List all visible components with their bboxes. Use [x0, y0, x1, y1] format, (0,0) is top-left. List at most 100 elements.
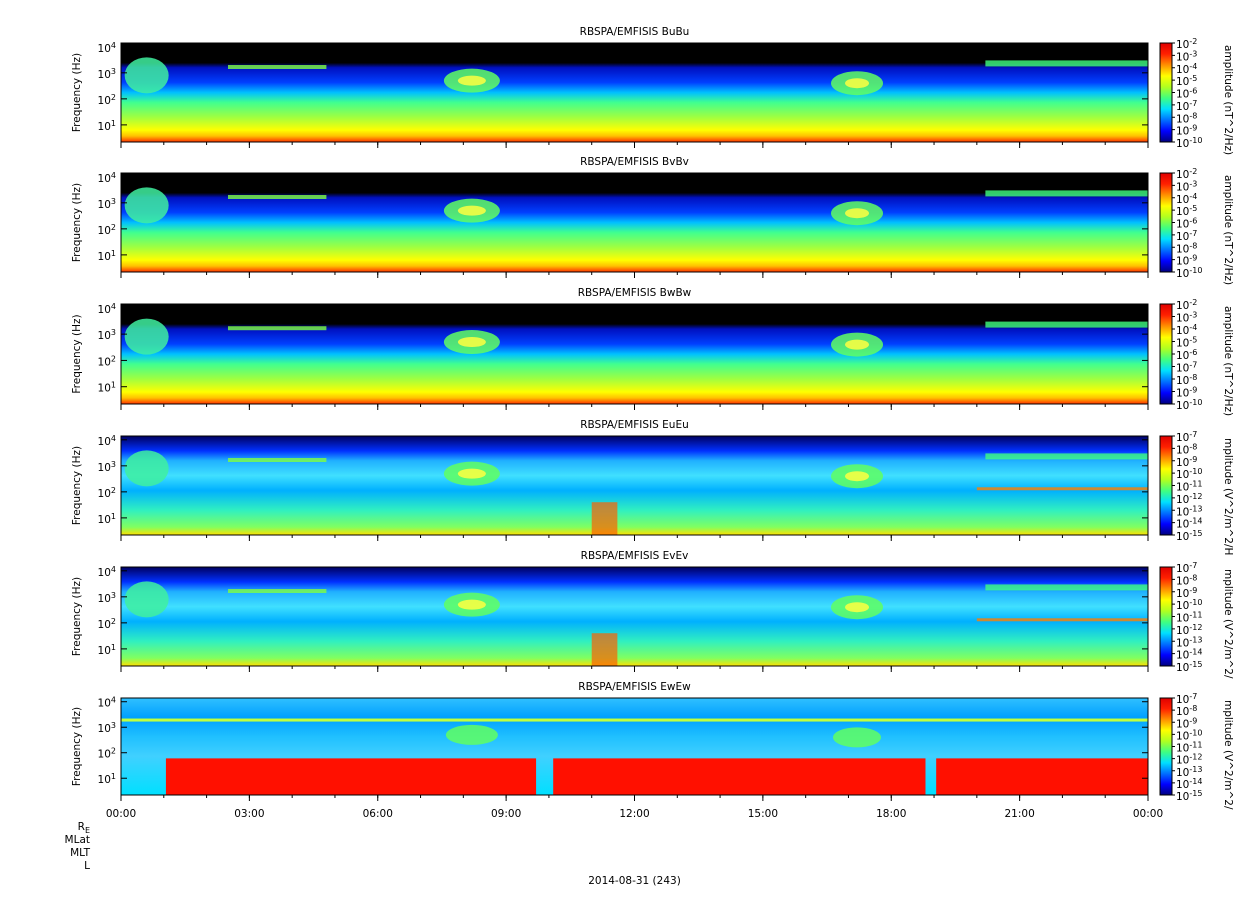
panel-title: RBSPA/EMFISIS EuEu	[580, 419, 689, 431]
y-tick-label: 102	[98, 354, 116, 369]
emission-blob	[845, 602, 870, 613]
emission-blob	[124, 581, 169, 618]
hiss-band	[591, 633, 618, 666]
panel-title: RBSPA/EMFISIS EwEw	[578, 681, 691, 693]
panel-title: RBSPA/EMFISIS BwBw	[578, 287, 692, 299]
emission-blob	[124, 187, 169, 224]
emission-blob	[124, 57, 169, 94]
colorbar	[1159, 303, 1173, 405]
x-tick-label: 00:00	[106, 808, 136, 820]
y-axis-label: Frequency (Hz)	[71, 577, 83, 656]
y-tick-label: 102	[98, 485, 116, 500]
y-tick-label: 103	[98, 721, 116, 736]
spectrogram-background	[121, 567, 1148, 666]
y-tick-label: 103	[98, 196, 116, 211]
y-tick-label: 104	[98, 40, 116, 55]
emission-blob	[457, 468, 486, 479]
panel-title: RBSPA/EMFISIS BvBv	[580, 156, 689, 168]
x-tick-label: 18:00	[876, 808, 906, 820]
panel-title: RBSPA/EMFISIS BuBu	[580, 26, 690, 38]
y-tick-label: 101	[98, 511, 116, 526]
emission-blob	[445, 724, 498, 745]
chorus-band	[985, 190, 1148, 197]
spectrogram	[121, 43, 1148, 142]
y-tick-label: 102	[98, 92, 116, 107]
panel-title: RBSPA/EMFISIS EvEv	[581, 550, 689, 562]
colorbar-tick-label: 10-15	[1176, 789, 1202, 804]
y-tick-label: 104	[98, 170, 116, 185]
colorbar-label: amplitude (nT^2/Hz)	[1222, 175, 1234, 285]
orbit-label: MLT	[70, 847, 90, 859]
colorbar-label: mplitude (V^2/m^2/H	[1222, 438, 1234, 555]
y-tick-label: 103	[98, 459, 116, 474]
colorbar-tick-label: 10-10	[1176, 266, 1202, 281]
y-tick-label: 103	[98, 328, 116, 343]
y-tick-label: 101	[98, 118, 116, 133]
chorus-band	[985, 584, 1148, 591]
chorus-band	[227, 194, 327, 199]
chorus-band	[985, 453, 1148, 460]
emission-blob	[457, 75, 486, 86]
spectrogram-background	[121, 436, 1148, 535]
spectrogram	[121, 436, 1148, 535]
y-axis-label: Frequency (Hz)	[71, 314, 83, 393]
y-tick-label: 103	[98, 66, 116, 81]
colorbar	[1159, 697, 1173, 796]
saturation-block	[936, 758, 1148, 795]
colorbar-label: mplitude (V^2/m^2/	[1222, 569, 1234, 679]
y-tick-label: 101	[98, 772, 116, 787]
spectrogram-background	[121, 173, 1148, 272]
y-tick-label: 102	[98, 746, 116, 761]
spectrogram	[121, 173, 1148, 272]
spectrogram	[121, 304, 1148, 404]
saturation-block	[165, 758, 537, 795]
emission-blob	[845, 78, 870, 89]
colorbar-tick-label: 10-10	[1176, 136, 1202, 151]
y-tick-label: 104	[98, 564, 116, 579]
emission-blob	[124, 450, 169, 487]
y-axis-label: Frequency (Hz)	[71, 707, 83, 786]
y-tick-label: 103	[98, 590, 116, 605]
x-tick-label: 12:00	[619, 808, 649, 820]
spectrogram	[121, 698, 1148, 795]
spectrogram-background	[121, 43, 1148, 142]
colorbar-label: amplitude (nT^2/Hz)	[1222, 45, 1234, 155]
colorbar-tick-label: 10-15	[1176, 529, 1202, 544]
line-band	[976, 487, 1148, 491]
colorbar-tick-label: 10-10	[1176, 398, 1202, 413]
x-tick-label: 00:00	[1133, 808, 1163, 820]
chorus-band	[985, 321, 1148, 328]
y-axis-label: Frequency (Hz)	[71, 53, 83, 132]
chorus-band	[227, 588, 327, 593]
orbit-label: L	[84, 860, 90, 872]
y-tick-label: 104	[98, 301, 116, 316]
orbit-label: MLat	[65, 834, 90, 846]
saturation-block	[553, 758, 926, 795]
y-tick-label: 104	[98, 433, 116, 448]
x-tick-label: 06:00	[363, 808, 393, 820]
emission-blob	[457, 599, 486, 610]
emission-blob	[833, 727, 882, 748]
colorbar	[1159, 566, 1173, 667]
y-axis-label: Frequency (Hz)	[71, 446, 83, 525]
chorus-band	[227, 457, 327, 462]
line-band	[976, 618, 1148, 622]
y-tick-label: 101	[98, 642, 116, 657]
emission-blob	[457, 205, 486, 216]
y-tick-label: 101	[98, 380, 116, 395]
orbit-label: RE	[78, 821, 90, 835]
x-tick-label: 21:00	[1004, 808, 1034, 820]
colorbar-label: amplitude (nT^2/Hz)	[1222, 306, 1234, 416]
spectrogram	[121, 567, 1148, 666]
colorbar-label: mplitude (V^2/m^2/	[1222, 700, 1234, 810]
colorbar	[1159, 435, 1173, 536]
emission-blob	[845, 471, 870, 482]
line-band	[121, 718, 1148, 722]
colorbar-tick-label: 10-15	[1176, 660, 1202, 675]
y-tick-label: 104	[98, 695, 116, 710]
chorus-band	[227, 64, 327, 69]
y-axis-label: Frequency (Hz)	[71, 183, 83, 262]
y-tick-label: 102	[98, 222, 116, 237]
